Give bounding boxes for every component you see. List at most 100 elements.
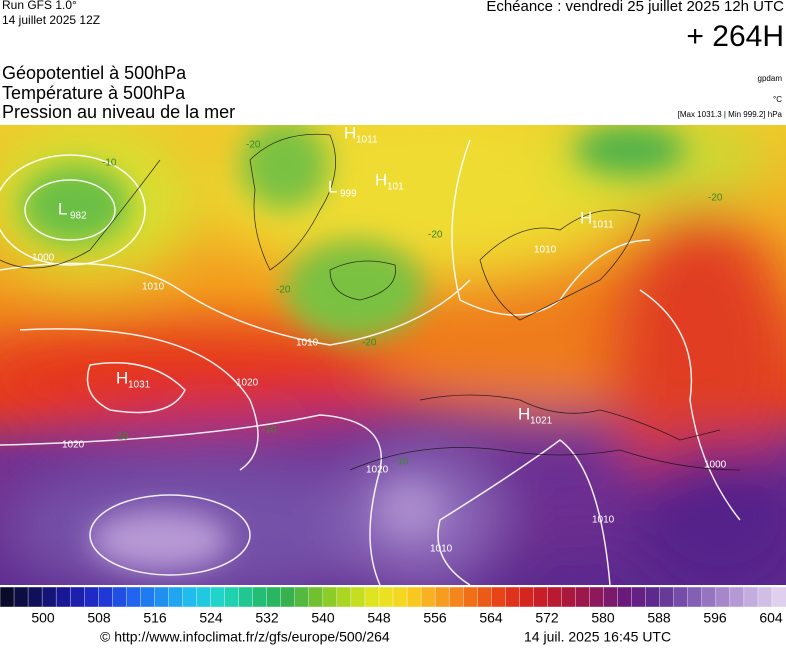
pressure-center: H 1011: [344, 123, 378, 145]
unit-geopotential: gpdam: [758, 74, 783, 83]
colorbar-tick-label: 532: [255, 610, 279, 626]
colorbar-cell: [252, 586, 268, 608]
colorbar-cell: [27, 586, 43, 608]
isobar-label: 1020: [236, 378, 259, 389]
center-type: H: [344, 123, 356, 142]
temperature-label: -10: [102, 158, 117, 169]
pressure-center: L 999: [328, 177, 357, 199]
isobar-label: 1020: [62, 440, 85, 451]
temperature-label: -20: [708, 193, 723, 204]
colorbar-tick-label: 548: [367, 610, 391, 626]
colorbar-cell: [659, 586, 675, 608]
colorbar-tick-label: 500: [31, 610, 55, 626]
colorbar-tick-label: 524: [199, 610, 223, 626]
center-value: 1021: [530, 416, 553, 427]
center-type: H: [518, 404, 530, 423]
colorbar-cell: [420, 586, 436, 608]
colorbar-cell: [462, 586, 478, 608]
temperature-label: -20: [428, 230, 443, 241]
temperature-label: -20: [362, 338, 377, 349]
colorbar-cell: [55, 586, 71, 608]
unit-temperature: °C: [773, 95, 782, 104]
center-type: L: [328, 177, 337, 196]
valid-time: Echéance : vendredi 25 juillet 2025 12h …: [486, 0, 784, 15]
colorbar-cell: [743, 586, 759, 608]
title-geopotential: Géopotentiel à 500hPa: [2, 63, 187, 83]
colorbar-cell: [715, 586, 731, 608]
colorbar-cell: [294, 586, 310, 608]
colorbar-cell: [364, 586, 380, 608]
colorbar-cell: [378, 586, 394, 608]
lead-time: + 264H: [686, 20, 784, 53]
colorbar-cell: [547, 586, 563, 608]
issue-time: 14 juil. 2025 16:45 UTC: [524, 629, 671, 645]
colorbar-cell: [308, 586, 324, 608]
isobar-label: 1000: [704, 460, 727, 471]
center-type: L: [58, 199, 67, 218]
colorbar-cell: [631, 586, 647, 608]
isobar-label: 1010: [430, 544, 453, 555]
colorbar-tick-label: 516: [143, 610, 167, 626]
temperature-label: -10: [114, 432, 129, 443]
colorbar-cell: [336, 586, 352, 608]
colorbar-cell: [182, 586, 198, 608]
colorbar-cell: [603, 586, 619, 608]
colorbar-tick-label: 556: [423, 610, 447, 626]
center-value: 1011: [592, 220, 614, 231]
colorbar-cell: [154, 586, 170, 608]
colorbar-tick-label: 580: [591, 610, 615, 626]
colorbar-cell: [434, 586, 450, 608]
colorbar-cell: [210, 586, 226, 608]
pressure-center: H 1011: [580, 208, 614, 230]
colorbar-cell: [575, 586, 591, 608]
colorbar-cell: [673, 586, 689, 608]
colorbar-cell: [280, 586, 296, 608]
colorbar-cell: [41, 586, 57, 608]
colorbar-cell: [617, 586, 633, 608]
center-type: H: [116, 368, 128, 387]
colorbar-cell: [126, 586, 142, 608]
map: [0, 125, 786, 585]
colorbar-cell: [112, 586, 128, 608]
isobar-label: 1010: [592, 515, 615, 526]
run-date: 14 juillet 2025 12Z: [2, 13, 100, 27]
center-value: 101: [387, 182, 404, 193]
colorbar-cell: [589, 586, 605, 608]
colorbar-tick-label: 540: [311, 610, 335, 626]
colorbar-tick-label: 572: [535, 610, 559, 626]
colorbar-tick-label: 604: [759, 610, 783, 626]
colorbar-cell: [448, 586, 464, 608]
colorbar-cell: [196, 586, 212, 608]
isobar-label: 1010: [142, 282, 165, 293]
center-type: H: [580, 208, 592, 227]
colorbar-tick-label: 596: [703, 610, 727, 626]
colorbar-cell: [0, 586, 15, 608]
isobar-label: 1010: [296, 338, 319, 349]
colorbar-cell: [98, 586, 113, 608]
pressure-center: H 1021: [518, 404, 553, 426]
colorbar-cell: [406, 586, 422, 608]
colorbar-cell: [505, 586, 521, 608]
source-url: © http://www.infoclimat.fr/z/gfs/europe/…: [100, 629, 390, 645]
colorbar-cell: [168, 586, 184, 608]
isobar-label: 1020: [366, 465, 389, 476]
colorbar-cell: [687, 586, 703, 608]
colorbar-cell: [477, 586, 492, 608]
colorbar-cell: [757, 586, 773, 608]
colorbar-cell: [561, 586, 577, 608]
center-value: 1011: [356, 135, 378, 146]
colorbar-cell: [224, 586, 240, 608]
colorbar-cell: [491, 586, 506, 608]
colorbar-cell: [533, 586, 549, 608]
run-label: Run GFS 1.0°: [2, 0, 77, 12]
pressure-center: H 101: [375, 170, 404, 192]
center-type: H: [375, 170, 387, 189]
colorbar-cell: [645, 586, 661, 608]
temperature-label: -20: [276, 285, 291, 296]
center-value: 999: [340, 189, 357, 200]
isobar-label: 1010: [534, 245, 557, 256]
colorbar-cell: [771, 586, 786, 608]
center-value: 1031: [128, 380, 151, 391]
